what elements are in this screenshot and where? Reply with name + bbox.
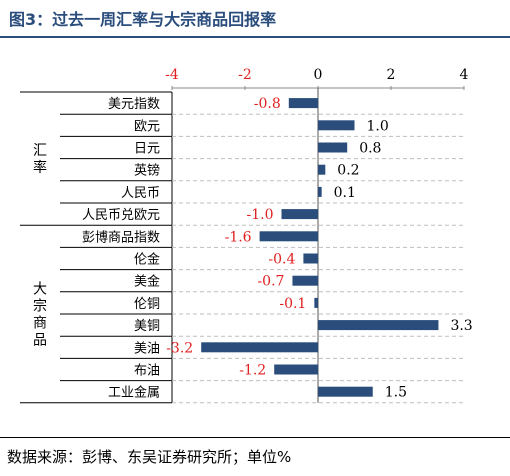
data-label: -0.4 <box>268 252 295 268</box>
figure-title: 图3：过去一周汇率与大宗商品回报率 <box>9 10 277 29</box>
bar <box>318 164 326 175</box>
bar <box>318 120 355 131</box>
bar <box>274 364 318 375</box>
data-label: 0.1 <box>334 185 356 201</box>
category-label: 彭博商品指数 <box>82 230 160 245</box>
category-label: 人民币 <box>121 186 160 201</box>
data-label: -1.0 <box>247 207 274 223</box>
category-label: 美油 <box>134 341 160 356</box>
x-tick-label: -4 <box>165 67 179 83</box>
group-label: 大宗商品 <box>33 282 47 349</box>
data-label: -0.7 <box>257 274 284 290</box>
bar <box>318 320 439 331</box>
category-label: 布油 <box>134 364 160 379</box>
data-label: -1.2 <box>239 363 266 379</box>
bar <box>318 386 373 397</box>
bar <box>281 209 318 220</box>
group-label: 汇率 <box>33 143 47 176</box>
title-divider <box>0 36 510 38</box>
category-label: 美铜 <box>134 319 160 334</box>
bar <box>201 342 318 353</box>
category-label: 美元指数 <box>108 97 160 112</box>
data-label: 0.2 <box>337 163 359 179</box>
bar <box>303 253 318 264</box>
source-divider <box>0 437 510 438</box>
bar <box>314 297 318 308</box>
category-label: 日元 <box>134 142 160 157</box>
bar <box>318 142 348 153</box>
category-label: 伦铜 <box>134 297 160 312</box>
category-label: 人民币兑欧元 <box>82 208 160 223</box>
data-label: 1.5 <box>385 385 407 401</box>
data-label: -0.1 <box>279 296 306 312</box>
bar <box>288 98 318 109</box>
category-label: 伦金 <box>134 252 160 268</box>
x-tick-label: 2 <box>387 67 396 83</box>
data-label: 3.3 <box>450 318 472 334</box>
source-note: 数据来源：彭博、东吴证券研究所；单位% <box>7 448 292 466</box>
data-label: -0.8 <box>254 96 281 112</box>
bar <box>292 275 318 286</box>
bar-chart: -4 -2 0 2 4 美元指数 -0.8 欧元 1.0 日元 0.8 英镑 0.2 人民币 0.1 人民币兑… <box>20 67 473 404</box>
x-tick-label: 4 <box>460 67 469 83</box>
bar <box>259 231 318 242</box>
bar <box>318 186 322 197</box>
data-label: -3.2 <box>166 340 193 356</box>
data-label: -1.6 <box>225 229 252 245</box>
category-label: 美金 <box>134 274 160 290</box>
category-label: 欧元 <box>134 119 160 134</box>
category-label: 工业金属 <box>108 385 160 401</box>
category-label: 英镑 <box>134 163 160 179</box>
data-label: 1.0 <box>367 118 389 134</box>
x-tick-label: 0 <box>314 67 323 83</box>
x-tick-label: -2 <box>238 67 252 83</box>
title-bar: 图3：过去一周汇率与大宗商品回报率 <box>0 0 510 44</box>
data-label: 0.8 <box>359 141 381 157</box>
